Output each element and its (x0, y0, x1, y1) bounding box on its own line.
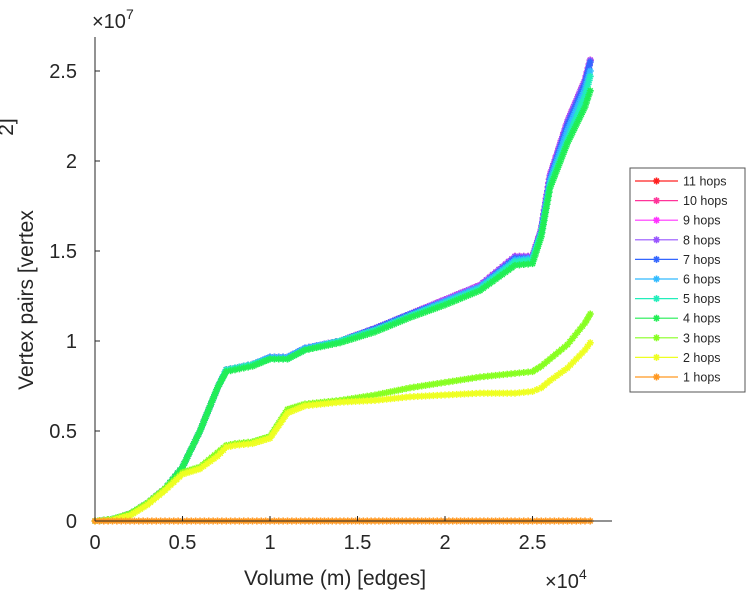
series-line (95, 60, 590, 521)
series-7-hops (92, 59, 594, 525)
x-tick-label: 2 (439, 532, 450, 554)
legend-marker (653, 236, 660, 243)
legend-marker (653, 374, 660, 381)
legend-marker (653, 197, 660, 204)
series-2-hops (92, 339, 594, 524)
series-line (95, 343, 590, 521)
legend-marker (653, 217, 660, 224)
data-point (587, 73, 594, 80)
series-6-hops (92, 68, 594, 525)
series-8-hops (92, 57, 594, 525)
series-line (95, 62, 590, 521)
legend-label: 5 hops (683, 292, 721, 306)
series-line (95, 60, 590, 521)
y-tick-label: 1.5 (49, 241, 77, 263)
series-10-hops (92, 57, 594, 525)
legend-label: 11 hops (683, 175, 727, 189)
legend-label: 9 hops (683, 214, 721, 228)
y-axis-label: Vertex pairs [vertex (15, 210, 38, 390)
x-exponent: ×104 (545, 566, 587, 593)
data-point (587, 311, 594, 318)
series-line (95, 60, 590, 521)
legend-label: 10 hops (683, 194, 727, 208)
legend-label: 4 hops (683, 312, 721, 326)
x-tick-label: 0.5 (169, 532, 197, 554)
data-point (587, 339, 594, 346)
x-tick-label: 2.5 (519, 532, 547, 554)
legend-label: 3 hops (683, 331, 721, 345)
x-tick-label: 0 (89, 532, 100, 554)
y-axis-label-superscript: 2] (0, 118, 18, 136)
series-line (95, 76, 590, 521)
ticks-layer: 0 0.5 1 1.5 2 2.5 0 0.5 1 1.5 2 2.5 (49, 61, 546, 554)
series-layer (92, 57, 594, 525)
series-9-hops (92, 57, 594, 525)
y-tick-label: 1 (66, 331, 77, 353)
x-tick-label: 1 (264, 532, 275, 554)
x-axis-label: Volume (m) [edges] (244, 567, 426, 590)
legend-label: 8 hops (683, 233, 721, 247)
series-line (95, 91, 590, 521)
legend-marker (653, 276, 660, 283)
series-line (95, 71, 590, 521)
legend-label: 2 hops (683, 351, 721, 365)
y-tick-label: 0.5 (49, 421, 77, 443)
x-tick-label: 1.5 (344, 532, 372, 554)
legend-label: 7 hops (683, 253, 721, 267)
series-5-hops (92, 73, 594, 525)
y-tick-label: 2 (66, 151, 77, 173)
y-tick-label: 2.5 (49, 61, 77, 83)
data-point (587, 59, 594, 66)
legend-label: 1 hops (683, 371, 721, 385)
series-11-hops (92, 57, 594, 525)
legend-marker (653, 178, 660, 185)
series-4-hops (92, 87, 594, 524)
legend: 11 hops 10 hops 9 hops 8 hops 7 hops 6 hops 5 … (630, 168, 745, 392)
series-line (95, 60, 590, 521)
y-tick-label: 0 (66, 511, 77, 533)
legend-label: 6 hops (683, 273, 721, 287)
data-point (587, 87, 594, 94)
y-exponent: ×107 (92, 6, 134, 33)
